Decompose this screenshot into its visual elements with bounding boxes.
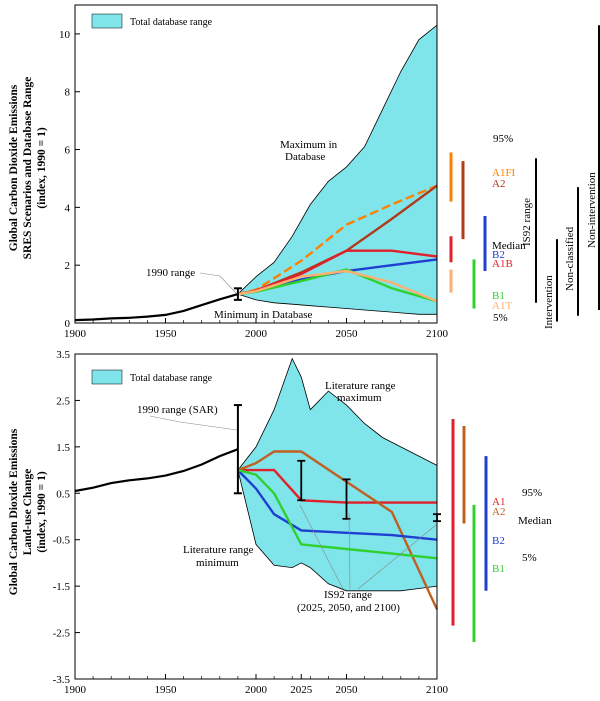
bottom-5-label: 5% [522, 552, 537, 564]
bottom-median-label: Median [518, 515, 552, 527]
top-annotation-min: Minimum in Database [214, 309, 312, 321]
bottom-annotation-is92-1: IS92 range [324, 589, 372, 601]
top-intervention-label: Intervention [543, 275, 555, 329]
top-legend-swatch [91, 13, 123, 29]
bottom-x-tick-label-2050: 2050 [336, 684, 359, 696]
bottom-annotation-is92-leader-3 [357, 524, 437, 590]
top-scenario-lines [74, 184, 438, 322]
bottom-scenario-label-a1: A1 [492, 496, 505, 508]
top-annotation-1990-leader [199, 272, 237, 294]
top-nonclassified-label: Non-classified [564, 226, 576, 291]
top-scenario-label-b2: B2 [492, 249, 505, 261]
top-y-tick-label: 0 [65, 318, 71, 330]
bottom-annotation-is92-leader-2 [348, 512, 351, 590]
top-median-label: Median [492, 240, 526, 252]
bottom-scenario-bars [451, 419, 488, 642]
bottom-annotation-1990: 1990 range (SAR) [137, 404, 218, 416]
bottom-y-tick-label: 1.5 [56, 442, 70, 454]
top-scenario-label-b1: B1 [492, 290, 505, 302]
top-axes: 1900 1950 2000 2050 2100 0 2 4 6 8 10 [59, 29, 449, 340]
top-scenario-label-a1fi: A1FI [492, 167, 516, 179]
bottom-series-line-b1 [237, 468, 438, 560]
top-history-line [74, 293, 239, 322]
top-y-tick-label: 8 [65, 87, 71, 99]
top-chart: 1900 1950 2000 2050 2100 0 2 4 6 8 10 Total databa… [8, 4, 600, 340]
top-x-tick-label-2050: 2050 [336, 328, 359, 340]
bottom-annotation-is92-2: (2025, 2050, and 2100) [297, 602, 400, 614]
top-scenario-label-a2: A2 [492, 178, 505, 190]
top-x-tick-label-2100: 2100 [426, 328, 449, 340]
bottom-annotation-litmax-2: maximum [337, 392, 382, 404]
top-annotation-max-2: Database [285, 151, 325, 163]
bottom-x-tick-label-2000: 2000 [245, 684, 268, 696]
bottom-y-tick-label: -1.5 [53, 581, 71, 593]
top-ylabel-1: Global Carbon Dioxide Emissions [8, 84, 20, 251]
top-nonintervention-label: Non-intervention [586, 172, 598, 248]
bottom-series-line-b2 [237, 469, 438, 541]
bottom-ylabel-3: (index, 1990 = 1) [36, 471, 48, 552]
bottom-scenario-label-b1: B1 [492, 563, 505, 575]
bottom-chart: 1900 1950 2000 2025 2050 2100 -3.5 -2.5 -1.5 -0.5… [8, 349, 552, 696]
bottom-scenario-lines [74, 404, 441, 610]
bottom-legend-label: Total database range [130, 373, 213, 384]
top-5-label: 5% [493, 312, 508, 324]
bottom-y-tick-label: 2.5 [56, 395, 70, 407]
bottom-axes: 1900 1950 2000 2025 2050 2100 -3.5 -2.5 -1.5 -0.5… [53, 349, 449, 696]
top-scenario-label-a1b: A1B [492, 258, 513, 270]
bottom-x-tick-label-1950: 1950 [155, 684, 178, 696]
bottom-x-tick-label-2025: 2025 [290, 684, 313, 696]
top-is92-label: IS92 range [521, 198, 533, 246]
bottom-x-tick-label-1900: 1900 [64, 684, 87, 696]
bottom-scenario-label-b2: B2 [492, 535, 505, 547]
bottom-annotation-litmin-1: Literature range [183, 544, 254, 556]
bottom-legend-swatch [91, 369, 123, 385]
top-x-tick-label-1950: 1950 [155, 328, 178, 340]
top-annotation-max-1: Maximum in [280, 139, 338, 151]
top-scenario-bars [449, 152, 487, 309]
bottom-annotation-1990-leader [149, 415, 238, 431]
top-series-line-a1t [237, 269, 438, 303]
bottom-y-tick-label: -0.5 [53, 535, 71, 547]
bottom-x-tick-label-2100: 2100 [426, 684, 449, 696]
bottom-scenario-label-a2: A2 [492, 506, 505, 518]
top-scenario-label-a1t: A1T [492, 300, 512, 312]
bottom-y-tick-label: -2.5 [53, 628, 71, 640]
top-y-tick-label: 6 [65, 145, 71, 157]
top-x-tick-label-1900: 1900 [64, 328, 87, 340]
bottom-annotation-litmin-2: minimum [196, 557, 239, 569]
top-y-tick-label: 2 [65, 260, 71, 272]
bottom-y-tick-label: -3.5 [53, 674, 71, 686]
top-annotation-1990: 1990 range [146, 267, 195, 279]
bottom-annotation-litmax-1: Literature range [325, 380, 396, 392]
top-95-label: 95% [493, 133, 513, 145]
bottom-history-line [74, 448, 239, 493]
bottom-series-line-a2 [237, 450, 439, 610]
bottom-y-tick-label: 0.5 [56, 488, 70, 500]
top-legend-label: Total database range [130, 17, 213, 28]
bottom-annotation-is92-leader-1 [299, 504, 344, 590]
top-x-tick-label-2000: 2000 [245, 328, 268, 340]
bottom-95-label: 95% [522, 487, 542, 499]
top-y-tick-label: 10 [59, 29, 71, 41]
top-group-bars [535, 25, 600, 322]
bottom-y-tick-label: 3.5 [56, 349, 70, 361]
bottom-ylabel-2: Land-use Change [22, 469, 34, 556]
top-ylabel-2: SRES Scenarios and Database Range [22, 77, 34, 260]
top-y-tick-label: 4 [65, 202, 71, 214]
top-ylabel-3: (index, 1990 = 1) [36, 127, 48, 208]
bottom-ylabel-1: Global Carbon Dioxide Emissions [8, 428, 20, 595]
